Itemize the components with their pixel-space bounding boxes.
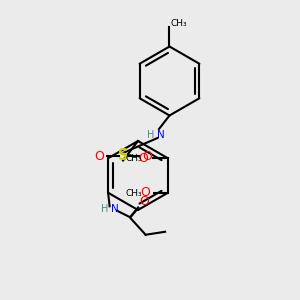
Text: S: S (118, 148, 128, 164)
Text: H: H (101, 204, 108, 214)
Text: N: N (158, 130, 165, 140)
Text: H: H (147, 130, 154, 140)
Text: O: O (142, 149, 152, 163)
Text: O: O (140, 186, 150, 199)
Text: O: O (139, 195, 149, 208)
Text: CH₃: CH₃ (126, 189, 142, 198)
Text: CH₃: CH₃ (171, 20, 188, 28)
Text: CH₃: CH₃ (126, 154, 142, 163)
Text: O: O (94, 149, 104, 163)
Text: O: O (139, 152, 148, 165)
Text: N: N (111, 204, 119, 214)
